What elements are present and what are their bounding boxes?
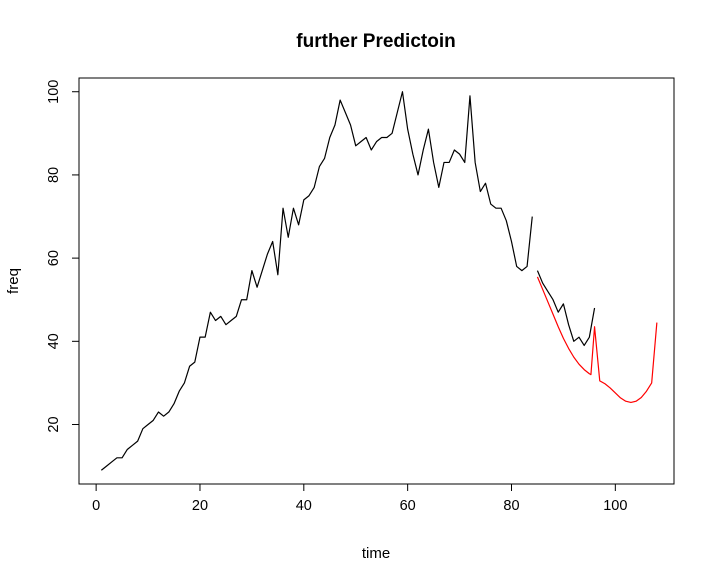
x-tick-label: 60 (400, 498, 416, 514)
y-tick-label: 20 (46, 416, 62, 432)
chart-title: further Predictoin (296, 31, 455, 52)
series-layer (100, 91, 658, 471)
y-tick-label: 60 (46, 250, 62, 266)
x-tick-label: 0 (92, 498, 100, 514)
y-tick-label: 80 (46, 167, 62, 183)
x-axis-label: time (362, 545, 390, 562)
y-axis-label: freq (5, 268, 22, 294)
x-axis: 0 20 40 60 80 100 (92, 483, 627, 514)
y-axis: 20 40 60 80 100 (46, 80, 80, 433)
x-tick-label: 100 (603, 498, 627, 514)
series-line (536, 270, 596, 347)
plot-area-frame (78, 77, 675, 485)
y-tick-label: 40 (46, 333, 62, 349)
series-line (100, 91, 533, 471)
x-tick-label: 40 (296, 498, 312, 514)
x-tick-label: 80 (503, 498, 519, 514)
y-tick-label: 100 (46, 80, 62, 104)
x-tick-label: 20 (192, 498, 208, 514)
series-line (536, 276, 658, 404)
